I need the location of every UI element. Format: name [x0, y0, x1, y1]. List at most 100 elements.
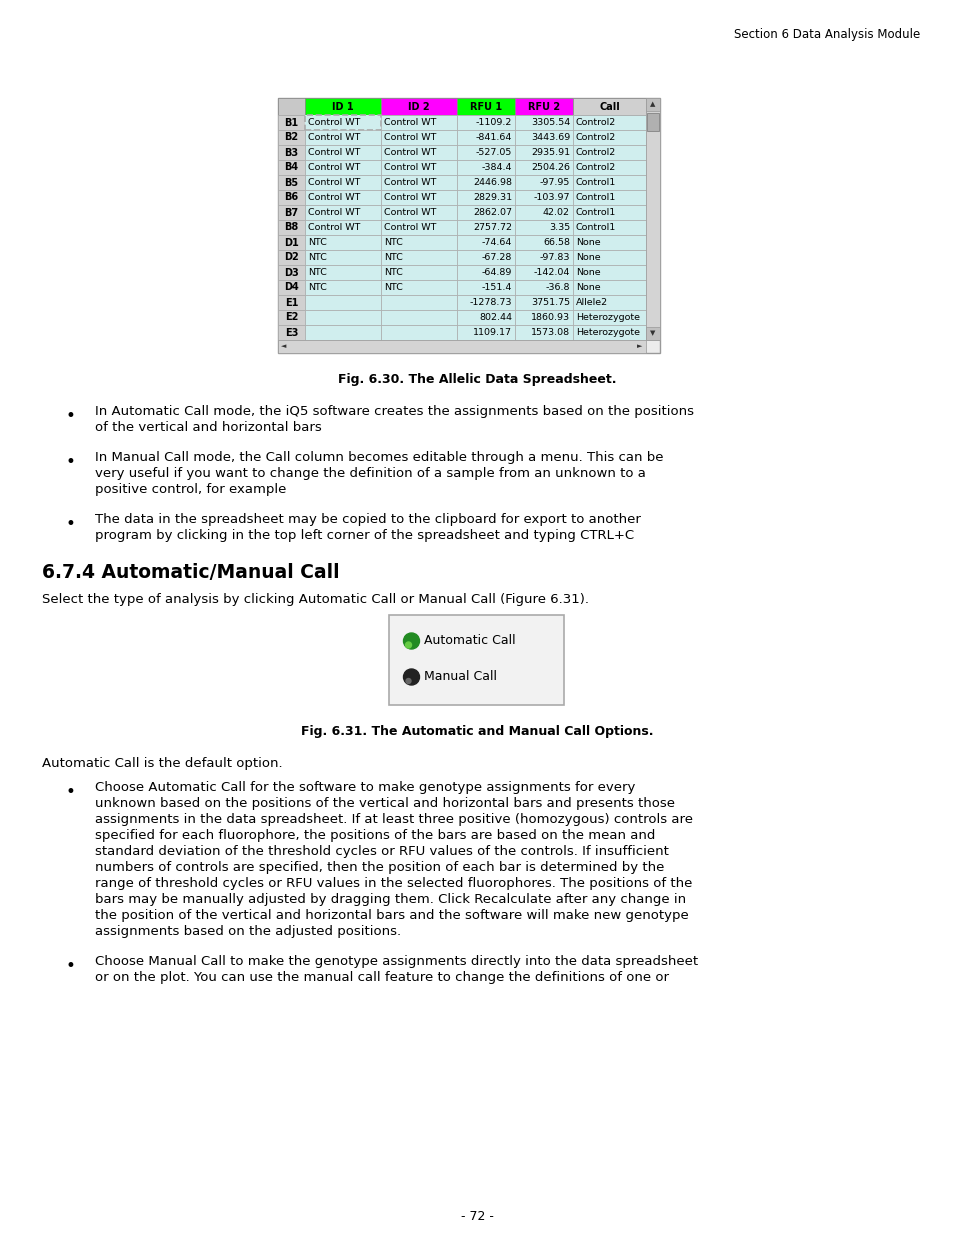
Bar [277, 175, 305, 190]
Text: B8: B8 [284, 222, 298, 232]
Bar [515, 190, 573, 205]
Bar [646, 112, 659, 131]
Text: NTC: NTC [308, 283, 327, 291]
Text: Control2: Control2 [576, 119, 616, 127]
Text: bars may be manually adjusted by dragging them. Click Recalculate after any chan: bars may be manually adjusted by draggin… [95, 893, 685, 906]
Bar [515, 249, 573, 266]
Text: D4: D4 [284, 283, 298, 293]
Text: Automatic Call: Automatic Call [424, 634, 516, 646]
Text: Heterozygote: Heterozygote [576, 329, 639, 337]
Bar [380, 249, 456, 266]
Text: -527.05: -527.05 [476, 148, 512, 157]
Bar [305, 115, 380, 130]
Bar [305, 130, 380, 144]
Bar [645, 327, 659, 340]
Text: Allele2: Allele2 [576, 298, 607, 308]
Bar [380, 266, 456, 280]
Text: B2: B2 [284, 132, 298, 142]
Bar [456, 235, 515, 249]
Text: Control WT: Control WT [384, 119, 436, 127]
Bar [515, 130, 573, 144]
Bar [515, 235, 573, 249]
Bar [573, 161, 645, 175]
Bar [305, 144, 380, 161]
Bar [305, 235, 380, 249]
Text: In Manual Call mode, the Call column becomes editable through a menu. This can b: In Manual Call mode, the Call column bec… [95, 451, 662, 464]
Text: None: None [576, 268, 600, 277]
Bar [380, 161, 456, 175]
Bar [380, 205, 456, 220]
Bar [573, 175, 645, 190]
Bar [277, 249, 305, 266]
Bar [277, 220, 305, 235]
Text: Control WT: Control WT [308, 178, 360, 186]
Text: -64.89: -64.89 [481, 268, 512, 277]
Bar [573, 310, 645, 325]
Text: 1860.93: 1860.93 [530, 312, 569, 322]
Text: Control WT: Control WT [308, 119, 360, 127]
Bar [380, 295, 456, 310]
Text: -74.64: -74.64 [481, 238, 512, 247]
Bar [277, 130, 305, 144]
Text: E1: E1 [285, 298, 298, 308]
Text: Select the type of analysis by clicking Automatic Call or Manual Call (Figure 6.: Select the type of analysis by clicking … [42, 593, 588, 606]
Text: •: • [65, 515, 75, 534]
Text: Control WT: Control WT [384, 163, 436, 172]
Bar [456, 310, 515, 325]
Bar [456, 98, 515, 115]
Text: NTC: NTC [384, 238, 402, 247]
Bar [380, 280, 456, 295]
Text: Control WT: Control WT [308, 207, 360, 217]
Text: or on the plot. You can use the manual call feature to change the definitions of: or on the plot. You can use the manual c… [95, 971, 668, 984]
Text: -384.4: -384.4 [481, 163, 512, 172]
Bar [277, 266, 305, 280]
Text: D2: D2 [284, 252, 298, 263]
Bar [515, 220, 573, 235]
Text: •: • [65, 408, 75, 425]
Bar [456, 161, 515, 175]
Text: very useful if you want to change the definition of a sample from an unknown to : very useful if you want to change the de… [95, 467, 645, 480]
Bar [573, 235, 645, 249]
Bar [380, 115, 456, 130]
Text: -97.95: -97.95 [539, 178, 569, 186]
Bar [645, 98, 659, 340]
Text: specified for each fluorophore, the positions of the bars are based on the mean : specified for each fluorophore, the posi… [95, 829, 655, 842]
Bar [573, 325, 645, 340]
Text: •: • [65, 453, 75, 471]
Text: 2862.07: 2862.07 [473, 207, 512, 217]
Bar [456, 325, 515, 340]
Text: None: None [576, 253, 600, 262]
Bar [277, 115, 305, 130]
Bar [277, 340, 645, 353]
Text: 2829.31: 2829.31 [473, 193, 512, 203]
Text: E2: E2 [285, 312, 298, 322]
Text: NTC: NTC [384, 268, 402, 277]
Bar [380, 220, 456, 235]
Bar [277, 98, 305, 115]
Text: Control WT: Control WT [308, 148, 360, 157]
Bar [515, 144, 573, 161]
Bar [305, 205, 380, 220]
Text: RFU 1: RFU 1 [470, 101, 501, 111]
Text: Control WT: Control WT [384, 193, 436, 203]
Text: ▲: ▲ [650, 101, 655, 107]
Circle shape [403, 634, 419, 650]
Bar [380, 98, 456, 115]
Text: - 72 -: - 72 - [460, 1210, 493, 1223]
Text: Fig. 6.31. The Automatic and Manual Call Options.: Fig. 6.31. The Automatic and Manual Call… [300, 725, 653, 739]
Text: Fig. 6.30. The Allelic Data Spreadsheet.: Fig. 6.30. The Allelic Data Spreadsheet. [337, 373, 616, 387]
Text: 3.35: 3.35 [548, 224, 569, 232]
Text: of the vertical and horizontal bars: of the vertical and horizontal bars [95, 421, 321, 433]
Text: Control WT: Control WT [308, 224, 360, 232]
Text: 3305.54: 3305.54 [530, 119, 569, 127]
Bar [456, 130, 515, 144]
Text: ►: ► [637, 343, 642, 350]
Bar [515, 205, 573, 220]
Bar [573, 115, 645, 130]
Text: 66.58: 66.58 [542, 238, 569, 247]
Bar [456, 175, 515, 190]
Text: E3: E3 [285, 327, 298, 337]
Text: Control WT: Control WT [384, 224, 436, 232]
Text: Call: Call [598, 101, 619, 111]
Text: Control WT: Control WT [308, 133, 360, 142]
